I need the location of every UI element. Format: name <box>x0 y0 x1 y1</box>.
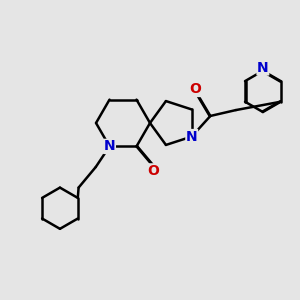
Text: O: O <box>148 164 160 178</box>
Text: N: N <box>257 61 269 75</box>
Text: O: O <box>190 82 202 97</box>
Text: N: N <box>186 130 197 144</box>
Text: N: N <box>104 140 115 153</box>
